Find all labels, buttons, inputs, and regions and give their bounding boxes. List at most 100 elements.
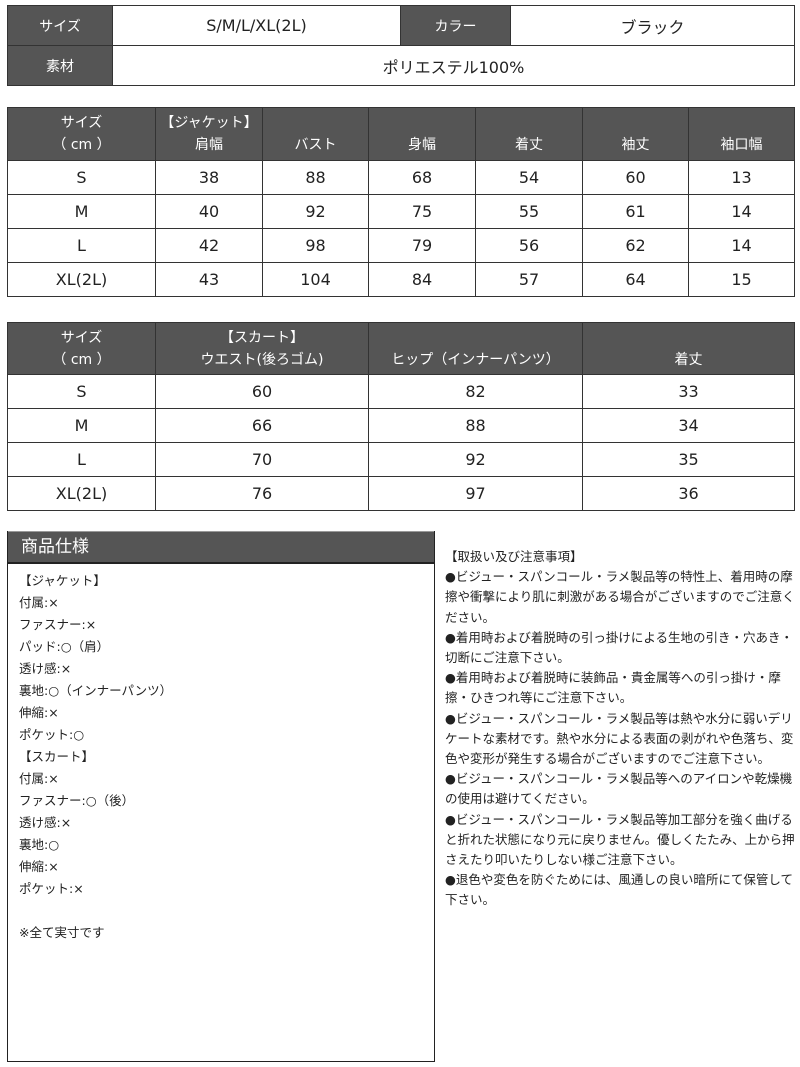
size-label: サイズ: [7, 5, 113, 46]
column-header: 袖口幅: [688, 107, 795, 161]
column-label: 袖丈: [621, 137, 650, 153]
table-row: L 70 92 35: [7, 442, 795, 477]
value-cell: 33: [582, 374, 795, 409]
size-cell: L: [7, 442, 156, 477]
value-cell: 54: [475, 160, 583, 195]
value-cell: 104: [262, 262, 369, 297]
spec-line: 透け感:×: [19, 815, 72, 830]
size-value: S/M/L/XL(2L): [112, 5, 401, 46]
header-size-unit: サイズ （ cm ）: [7, 322, 156, 375]
spec-line: 【ジャケット】: [19, 573, 106, 588]
spec-line: 透け感:×: [19, 661, 72, 676]
note-item: ●退色や変色を防ぐためには、風通しの良い暗所にて保管して下さい。: [445, 872, 794, 908]
value-cell: 66: [155, 408, 369, 443]
material-value: ポリエステル100%: [112, 45, 795, 86]
note-item: ●ビジュー・スパンコール・ラメ製品等加工部分を強く曲げると折れた状態になり元に戻…: [445, 811, 795, 868]
value-cell: 13: [688, 160, 795, 195]
value-cell: 98: [262, 228, 369, 263]
header-size-unit: サイズ （ cm ）: [7, 107, 156, 161]
note-item: ●ビジュー・スパンコール・ラメ製品等へのアイロンや乾燥機の使用は避けてください。: [445, 771, 793, 807]
value-cell: 57: [475, 262, 583, 297]
value-cell: 14: [688, 228, 795, 263]
column-label: 着丈: [674, 351, 703, 368]
column-header: 袖丈: [582, 107, 689, 161]
group-label: [476, 112, 582, 134]
value-cell: 79: [368, 228, 476, 263]
group-label: [263, 112, 368, 134]
size-cell: M: [7, 194, 156, 229]
value-cell: 76: [155, 476, 369, 511]
value-cell: 40: [155, 194, 263, 229]
note-item: ●ビジュー・スパンコール・ラメ製品等は熱や水分に弱いデリケートな素材です。熱や水…: [445, 710, 794, 767]
table-row: L 42 98 79 56 62 14: [7, 228, 795, 263]
group-label: [583, 327, 794, 349]
size-cell: S: [7, 374, 156, 409]
size-cell: XL(2L): [7, 262, 156, 297]
care-notes: 【取扱い及び注意事項】 ●ビジュー・スパンコール・ラメ製品等の特性上、着用時の摩…: [445, 547, 795, 911]
value-cell: 88: [262, 160, 369, 195]
value-cell: 60: [582, 160, 689, 195]
column-header: 身幅: [368, 107, 476, 161]
value-cell: 82: [368, 374, 583, 409]
spec-line: 付属:×: [19, 771, 59, 786]
size-cell: L: [7, 228, 156, 263]
value-cell: 42: [155, 228, 263, 263]
note-item: ●ビジュー・スパンコール・ラメ製品等の特性上、着用時の摩擦や衝撃により肌に刺激が…: [445, 569, 795, 625]
spec-line: 伸縮:×: [19, 859, 59, 874]
group-label: [689, 112, 794, 134]
group-label: 【スカート】: [220, 329, 304, 346]
spec-line: パッド:○（肩）: [19, 639, 110, 654]
value-cell: 15: [688, 262, 795, 297]
spec-line: 【スカート】: [19, 749, 95, 764]
spec-line: ファスナー:×: [19, 617, 97, 632]
value-cell: 56: [475, 228, 583, 263]
column-label: ヒップ（インナーパンツ）: [391, 351, 560, 368]
value-cell: 97: [368, 476, 583, 511]
column-label: 身幅: [408, 137, 436, 153]
value-cell: 36: [582, 476, 795, 511]
spec-line: 裏地:○（インナーパンツ）: [19, 683, 173, 698]
header-unit: （ cm ）: [52, 137, 111, 153]
note-item: ●着用時および着脱時に装飾品・貴金属等への引っ掛け・摩擦・ひきつれ等にご注意下さ…: [445, 670, 781, 706]
info-table: サイズ S/M/L/XL(2L) カラー ブラック 素材 ポリエステル100%: [7, 5, 795, 86]
header-size: サイズ: [60, 329, 103, 346]
value-cell: 43: [155, 262, 263, 297]
value-cell: 92: [262, 194, 369, 229]
value-cell: 62: [582, 228, 689, 263]
spec-title: 商品仕様: [8, 531, 434, 564]
size-cell: M: [7, 408, 156, 443]
value-cell: 84: [368, 262, 476, 297]
value-cell: 60: [155, 374, 369, 409]
value-cell: 88: [368, 408, 583, 443]
value-cell: 34: [582, 408, 795, 443]
column-header: 【スカート】ウエスト(後ろゴム): [155, 322, 369, 375]
table-row: S 38 88 68 54 60 13: [7, 160, 795, 195]
value-cell: 14: [688, 194, 795, 229]
value-cell: 92: [368, 442, 583, 477]
size-cell: XL(2L): [7, 476, 156, 511]
jacket-size-table: サイズ （ cm ） 【ジャケット】 肩幅 バスト 身幅 着丈 袖丈 袖口幅 S 38 88…: [7, 107, 795, 297]
column-header: 着丈: [582, 322, 795, 375]
size-cell: S: [7, 160, 156, 195]
column-label: 肩幅: [195, 137, 223, 153]
value-cell: 64: [582, 262, 689, 297]
header-unit: （ cm ）: [52, 351, 111, 368]
spec-line: ※全て実寸です: [19, 925, 105, 940]
value-cell: 38: [155, 160, 263, 195]
notes-title: 【取扱い及び注意事項】: [445, 549, 583, 564]
color-label: カラー: [400, 5, 511, 46]
column-header: バスト: [262, 107, 369, 161]
header-size: サイズ: [60, 115, 103, 131]
spec-box: 商品仕様 【ジャケット】 付属:× ファスナー:× パッド:○（肩） 透け感:× 裏地:○…: [7, 531, 435, 1062]
spec-line: ポケット:○: [19, 727, 85, 742]
column-label: 袖口幅: [720, 137, 763, 153]
column-label: ウエスト(後ろゴム): [200, 351, 324, 368]
value-cell: 55: [475, 194, 583, 229]
table-row: M 40 92 75 55 61 14: [7, 194, 795, 229]
spec-line: ファスナー:○（後）: [19, 793, 135, 808]
column-label: バスト: [294, 137, 337, 153]
value-cell: 70: [155, 442, 369, 477]
group-label: [369, 112, 475, 134]
group-label: [583, 112, 688, 134]
spec-line: ポケット:×: [19, 881, 84, 896]
